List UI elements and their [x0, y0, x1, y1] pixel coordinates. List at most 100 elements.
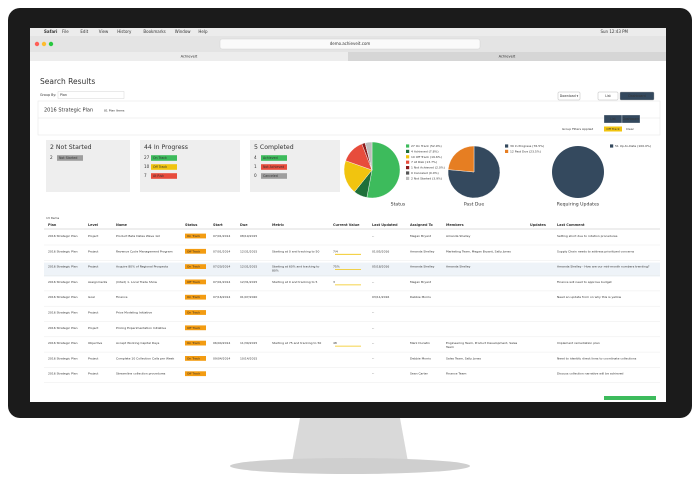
view-button[interactable]: [621, 114, 641, 124]
window-zoom[interactable]: [48, 41, 54, 47]
table-cell: 2016 Strategic Plan: [48, 311, 78, 315]
table-cell: Assignments: [88, 280, 108, 284]
app-menu[interactable]: Safari: [44, 29, 58, 34]
item-link[interactable]: Product Beta Dates Wave 1st: [116, 234, 161, 238]
table-cell: Implement remediation plan: [557, 341, 600, 345]
table-cell: 03/11/2016: [372, 295, 389, 299]
status-badge-label: On Track: [153, 156, 167, 160]
menu-bar: [30, 28, 666, 36]
item-link[interactable]: Finance: [116, 295, 128, 299]
table-cell: Sean Carter: [410, 372, 429, 376]
pie-slice: [366, 141, 401, 199]
top-button-label[interactable]: Download ▾: [560, 94, 579, 98]
status-pill-label: Off Track: [187, 372, 200, 376]
table-cell: 11/30/2015: [240, 341, 257, 345]
item-link[interactable]: Accept Working Capital Days: [116, 341, 160, 345]
screen: [30, 28, 666, 402]
table-cell: 48: [333, 341, 337, 345]
menu-item[interactable]: Bookmarks: [143, 29, 165, 34]
item-link[interactable]: Pricing Experimentation Initiative: [116, 326, 166, 330]
legend-label: 4 Achieved (7.8%): [411, 149, 439, 153]
top-button[interactable]: [557, 91, 581, 101]
legend-swatch: [406, 160, 410, 164]
table-cell: --: [372, 326, 374, 330]
top-button[interactable]: [597, 91, 619, 101]
menu-item[interactable]: Help: [198, 29, 208, 34]
tab-title[interactable]: AchieveIt: [181, 55, 198, 59]
status-pill: [185, 233, 206, 239]
top-button-label[interactable]: Dashboard: [628, 94, 645, 98]
top-button-label[interactable]: List: [605, 94, 611, 98]
legend-swatch: [406, 171, 410, 175]
status-count: 4: [254, 155, 257, 160]
status-badge-label: Canceled: [263, 174, 278, 178]
status-pill: [185, 356, 206, 361]
filter-badge-label[interactable]: Off Track: [606, 127, 619, 131]
table-cell: 07/01/2014: [213, 280, 230, 284]
legend-label: 10 Off Track (19.6%): [411, 155, 442, 159]
legend-swatch: [505, 149, 509, 153]
address-bar[interactable]: [219, 38, 481, 50]
table-cell: --: [372, 341, 374, 345]
item-link[interactable]: Price Modeling Initiative: [116, 311, 152, 315]
table-cell: Starting at 60% and tracking to 80%: [272, 265, 320, 273]
table-cell: --: [372, 234, 374, 238]
item-link[interactable]: (Cited) 1. Local Trade Show: [116, 280, 158, 284]
item-link[interactable]: Streamline collection procedures: [116, 372, 166, 376]
status-pill-label: On Track: [187, 356, 200, 360]
table-cell: Megan Bryant: [410, 280, 432, 284]
column-header: Members: [446, 223, 464, 227]
legend-swatch: [505, 144, 509, 148]
menu-item[interactable]: Edit: [80, 29, 88, 34]
filter-text: Group Filters Applied: [562, 127, 593, 131]
status-count: 27: [144, 155, 150, 160]
table-cell: Starting at 0 and tracking to 50: [272, 249, 319, 253]
status-badge: [261, 155, 287, 161]
pie-slice: [364, 141, 373, 171]
table-cell: 05/18/2016: [372, 265, 389, 269]
window-close[interactable]: [34, 41, 40, 47]
table-cell: Supply Chain needs to address prioritize…: [557, 249, 635, 253]
legend-swatch: [406, 149, 410, 153]
column-header: Last Comment: [557, 223, 585, 227]
group-by-select[interactable]: [57, 91, 125, 99]
page-title: Search Results: [40, 77, 95, 86]
column-header: Due: [240, 223, 248, 227]
table-cell: Amanda Shelley: [410, 249, 435, 253]
table-cell: Amanda Shelley: [446, 234, 471, 238]
item-link[interactable]: Complete 10 Collection Calls per Week: [116, 356, 175, 360]
menu-item[interactable]: Window: [175, 29, 192, 34]
table-cell: Amanda Shelley: [410, 265, 435, 269]
url[interactable]: demo.achieveit.com: [330, 41, 371, 46]
view-button-label[interactable]: Dashboard: [623, 117, 640, 121]
item-link[interactable]: Revenue Cycle Management Program: [116, 249, 173, 253]
status-pill-label: On Track: [187, 341, 200, 345]
table-cell: Mark Dunstin: [410, 341, 430, 345]
status-badge: [57, 155, 83, 161]
status-pill: [185, 294, 206, 300]
menu-item[interactable]: File: [62, 29, 69, 34]
status-pill: [185, 340, 206, 346]
menu-item[interactable]: History: [117, 29, 132, 34]
table-cell: Starting at 0 and tracking to 5: [272, 280, 318, 284]
table-cell: Marketing Team, Megan Bryant, Sally Jone…: [446, 249, 511, 253]
filter-clear[interactable]: Clear: [626, 127, 635, 131]
window-minimize[interactable]: [41, 41, 47, 47]
active-tab[interactable]: [30, 52, 348, 61]
menu-item[interactable]: View: [99, 29, 109, 34]
table-cell: Project: [88, 326, 99, 330]
status-pill: [185, 279, 206, 285]
item-link[interactable]: Acquire 80% of Regional Prospects: [116, 265, 169, 269]
top-button[interactable]: [619, 91, 655, 101]
filter-badge[interactable]: [604, 126, 622, 132]
scroll-indicator: [604, 396, 656, 400]
column-header: Plan: [48, 223, 57, 227]
monitor-neck: [292, 418, 408, 462]
status-pill-label: On Track: [187, 311, 200, 315]
status-pill: [185, 325, 206, 331]
tab-title[interactable]: AchieveIt: [499, 55, 516, 59]
view-button-label[interactable]: List: [610, 117, 616, 121]
status-box-heading: 44 In Progress: [144, 144, 188, 151]
column-header: Last Updated: [372, 223, 398, 227]
